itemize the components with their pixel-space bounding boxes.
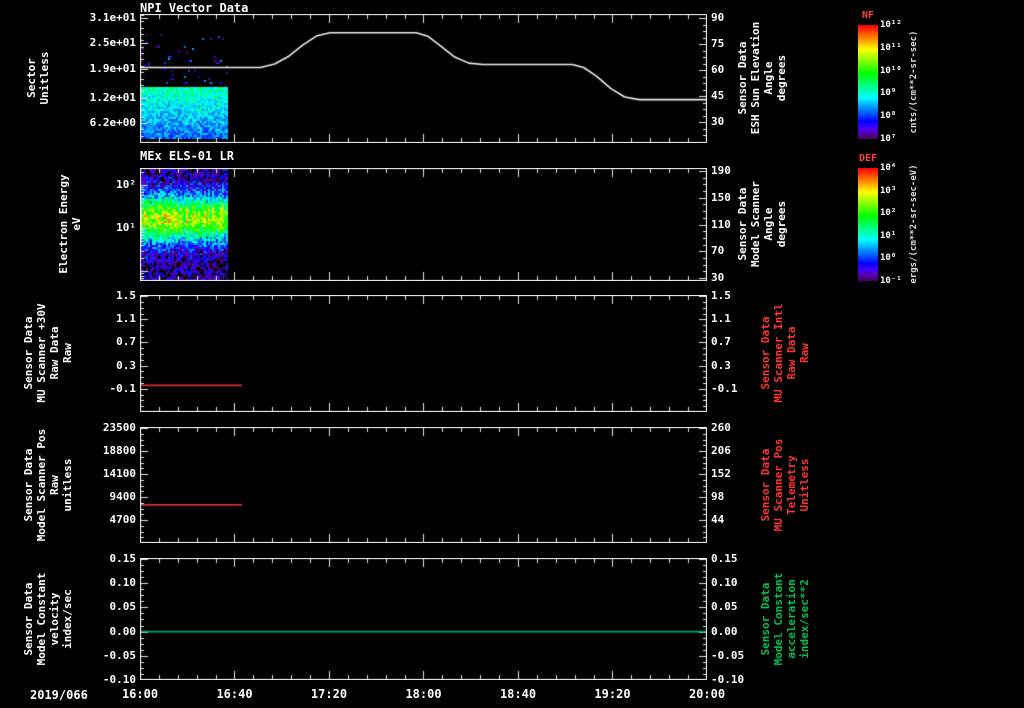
y-tick-label: -0.05 [711, 648, 745, 662]
y-tick-label: -0.1 [109, 381, 137, 395]
x-tick-label: 20:00 [688, 687, 726, 701]
y-tick-label: 0.7 [711, 335, 731, 349]
colorbar-tick-label: 10¹¹ [880, 42, 902, 53]
panel-velocity-canvas [140, 558, 707, 680]
y-tick-label: 0.3 [116, 358, 136, 372]
panel1-title: NPI Vector Data [140, 1, 249, 15]
colorbar-tick-label: 10⁸ [880, 111, 897, 122]
y-tick-label: 23500 [102, 421, 136, 435]
y-tick-label: 1.2e+01 [89, 91, 136, 105]
y-tick-label: 1.5 [711, 289, 731, 303]
colorbar-def [858, 168, 878, 281]
right-axis-title-mu-intl: Sensor Data MU Scanner Intl Raw Data Raw [759, 303, 811, 403]
y-tick-label: 0.10 [109, 576, 137, 590]
y-tick-label: 98 [711, 490, 725, 504]
x-tick-label: 16:40 [216, 687, 253, 701]
y-tick-label: 0.15 [711, 551, 738, 565]
colorbar-tick-label: 10² [880, 208, 897, 219]
y-tick-label: -0.10 [711, 673, 745, 686]
y-tick-label: 0.00 [109, 624, 137, 638]
y-tick-label: 1.5 [116, 289, 136, 303]
y-tick-label: -0.10 [102, 673, 136, 686]
y-tick-label: 70 [711, 244, 725, 258]
panel2-title: MEx ELS-01 LR [140, 149, 234, 163]
y-tick-label: 60 [711, 63, 725, 77]
colorbar-tick-label: 10¹⁰ [880, 65, 902, 76]
y-tick-label: 150 [711, 190, 731, 204]
colorbar-tick-label: 10¹² [880, 20, 902, 30]
y-tick-label: 75 [711, 37, 725, 51]
y-tick-label: 30 [711, 270, 725, 284]
y-tick-label: 0.3 [711, 358, 731, 372]
y-tick-label: 1.1 [116, 312, 136, 326]
colorbar-nf-title: NF [861, 10, 875, 21]
y-tick-label: 1.9e+01 [89, 61, 136, 75]
y-tick-label: 152 [711, 467, 731, 481]
colorbar-tick-label: 10⁰ [880, 253, 897, 264]
y-tick-label: -0.05 [102, 648, 136, 662]
y-tick-label: 2.5e+01 [89, 36, 136, 50]
colorbar-def-unit: ergs/(cm**2-sr-sec-eV) [909, 164, 919, 284]
panel-els-spectrogram-canvas [140, 168, 707, 281]
y-tick-label: 45 [711, 89, 725, 103]
y-tick-label: 4700 [109, 513, 137, 527]
y-tick-label: 14100 [102, 467, 136, 481]
right-axis-title-scanner-angle: Sensor Data Model Scanner Angle degrees [736, 180, 788, 268]
x-tick-label: 16:00 [121, 687, 159, 701]
y-tick-label: 44 [711, 513, 725, 527]
y-tick-label: 206 [711, 444, 731, 458]
y-tick-label: -0.1 [711, 381, 738, 395]
y-tick-label: 3.1e+01 [89, 10, 136, 24]
y-tick-label: 9400 [109, 490, 137, 504]
y-tick-label: 18800 [102, 444, 136, 458]
date-label: 2019/066 [30, 688, 88, 702]
y-tick-label: 10¹ [116, 221, 136, 235]
y-tick-label: 0.05 [109, 600, 137, 614]
panel-npi-vector-canvas [140, 14, 707, 143]
x-tick-label: 19:20 [594, 687, 631, 701]
y-tick-label: 190 [711, 164, 731, 178]
y-tick-label: 110 [711, 217, 731, 231]
colorbar-tick-label: 10⁹ [880, 88, 897, 99]
y-tick-label: 0.10 [711, 576, 738, 590]
y-tick-label: 0.15 [109, 551, 137, 565]
y-tick-label: 1.1 [711, 312, 731, 326]
y-tick-label: 260 [711, 421, 731, 435]
colorbar-tick-label: 10⁻¹ [880, 276, 902, 286]
colorbar-nf [858, 25, 878, 139]
right-axis-title-mu-pos: Sensor Data MU Scanner Pos Telemetry Uni… [759, 438, 811, 532]
right-axis-title-sun-elevation: Sensor Data ESH Sun Elevation Angle degr… [736, 21, 788, 135]
colorbar-nf-unit: cnts/(cm**2-sr-sec) [909, 30, 919, 134]
colorbar-tick-label: 10³ [880, 185, 897, 196]
x-tick-label: 17:20 [310, 687, 348, 701]
y-tick-label: 6.2e+00 [89, 116, 136, 130]
panel-scanner-pos-canvas [140, 427, 707, 543]
y-tick-label: 0.00 [711, 624, 738, 638]
colorbar-def-title: DEF [858, 153, 878, 164]
colorbar-tick-label: 10¹ [880, 230, 897, 241]
y-tick-label: 0.05 [711, 600, 738, 614]
y-tick-label: 30 [711, 115, 725, 129]
colorbar-tick-label: 10⁴ [880, 163, 897, 173]
right-axis-title-acceleration: Sensor Data Model Constant acceleration … [759, 572, 811, 666]
y-tick-label: 90 [711, 10, 725, 24]
panel-mu-scanner-30v-canvas [140, 295, 707, 412]
y-tick-label: 10² [116, 178, 136, 192]
y-tick-label: 0.7 [116, 335, 136, 349]
colorbar-tick-label: 10⁷ [880, 134, 897, 144]
x-tick-label: 18:00 [405, 687, 442, 701]
x-tick-label: 18:40 [499, 687, 537, 701]
